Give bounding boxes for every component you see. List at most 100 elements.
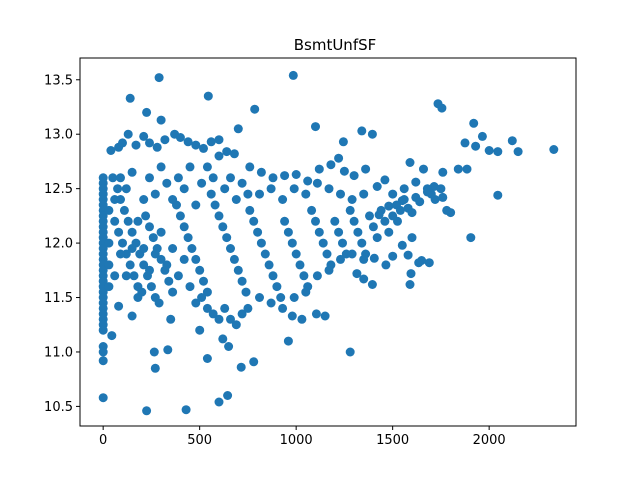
data-point [414,258,424,268]
data-point [154,298,164,308]
data-point [110,271,120,281]
data-point [233,124,243,134]
data-point [338,137,348,147]
data-point [395,205,405,215]
y-tick-label: 13.5 [44,73,73,88]
data-point [203,91,213,101]
data-point [142,406,152,416]
data-point [116,173,125,183]
data-point [462,164,472,174]
data-point [280,216,290,226]
data-point [513,147,523,157]
data-point [255,189,264,199]
data-point [127,244,137,253]
data-point [218,334,228,344]
data-point [156,115,166,125]
data-point [197,178,207,188]
data-point [114,227,124,237]
data-point [114,301,124,311]
data-point [208,309,218,319]
data-point [249,357,259,367]
data-point [347,249,357,259]
data-point [206,137,216,147]
data-point [388,251,398,261]
data-point [127,311,137,321]
data-point [477,131,487,141]
data-point [336,189,345,199]
data-point [357,126,367,136]
data-point [183,233,193,243]
scatter-points [98,70,559,416]
data-point [179,222,189,232]
data-point [160,135,170,145]
data-point [226,244,235,253]
data-point [214,135,224,145]
data-point [243,189,253,199]
data-point [493,147,503,157]
data-point [162,260,172,270]
data-point [206,189,216,199]
data-point [320,311,330,321]
data-point [291,249,301,259]
data-point [129,271,139,281]
data-point [301,287,311,297]
data-point [357,238,367,248]
data-point [260,249,270,259]
data-point [549,145,559,154]
data-point [359,189,369,199]
data-point [426,189,436,199]
data-point [220,184,230,194]
data-point [224,342,234,351]
data-point [229,254,239,264]
data-point [272,282,282,292]
data-point [353,227,363,237]
data-point [438,167,448,177]
data-point [110,195,120,204]
data-point [191,254,201,264]
data-point [349,216,359,226]
data-point [98,325,108,335]
data-point [187,244,197,253]
data-point [367,129,377,139]
data-point [278,303,288,313]
data-point [214,211,224,221]
data-point [295,260,305,270]
data-point [256,238,266,248]
data-point [255,293,264,302]
data-point [303,176,313,186]
data-point [436,184,446,194]
data-point [399,195,409,204]
data-point [110,216,120,226]
data-point [127,227,137,237]
y-tick-label: 11.0 [44,345,73,360]
data-point [208,173,218,183]
data-point [243,303,253,313]
data-point [146,282,156,292]
data-point [264,260,274,270]
data-point [283,227,293,237]
data-point [438,192,448,202]
data-point [181,405,191,415]
data-point [123,129,133,139]
data-point [311,122,320,132]
data-point [407,208,417,218]
data-point [104,238,114,248]
data-point [119,205,129,215]
data-point [139,244,149,253]
data-point [289,293,299,302]
data-point [229,149,239,159]
data-point [288,70,298,80]
data-point [104,260,114,270]
data-point [183,137,193,147]
data-point [291,170,301,179]
plot-frame [79,57,577,427]
data-point [256,167,266,177]
data-point [145,138,154,148]
data-point [369,253,379,263]
data-point [150,249,160,259]
data-point [405,280,415,289]
data-point [202,162,212,172]
data-point [312,178,322,188]
data-point [407,233,417,243]
data-point [349,171,359,181]
